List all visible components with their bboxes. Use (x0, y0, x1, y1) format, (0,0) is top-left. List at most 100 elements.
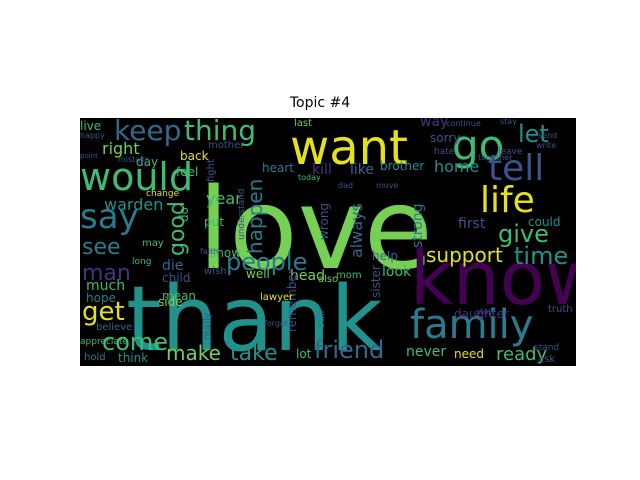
word-mean: mean (162, 289, 196, 303)
word-time: time (514, 242, 568, 270)
word-friend: friend (314, 336, 384, 364)
word-much: much (86, 278, 125, 294)
word-love: love (198, 165, 433, 295)
word-back: back (180, 149, 209, 163)
word-appreciate: appreciate (80, 337, 128, 347)
word-look: look (382, 264, 412, 280)
word-give: give (498, 220, 549, 248)
word-wrong: wrong (317, 203, 331, 240)
word-ask: ask (538, 354, 555, 365)
word-last: last (294, 118, 312, 129)
word-tell: tell (488, 148, 544, 189)
word-lawyer: lawyer (260, 292, 294, 303)
word-year: year (206, 189, 242, 208)
word-warden: warden (104, 195, 163, 214)
word-day: day (136, 155, 158, 169)
word-live: live (80, 119, 101, 133)
word-want: want (290, 120, 408, 176)
word-strong: strong (410, 203, 426, 248)
word-send: send (538, 131, 557, 140)
word-together: together (478, 153, 513, 162)
word-go: go (452, 121, 504, 170)
word-home: home (434, 157, 479, 176)
word-may: may (142, 238, 164, 249)
word-support: support (426, 243, 503, 267)
word-good: good (165, 201, 190, 256)
word-family: family (410, 302, 533, 348)
word-sorry: sorry (430, 131, 460, 145)
word-remember: remember (285, 269, 299, 332)
word-dad: dad (338, 181, 353, 190)
word-today: today (298, 173, 321, 182)
word-hope: hope (86, 291, 116, 305)
word-right: right (102, 139, 140, 158)
word-people: people (226, 248, 307, 276)
word-sister: sister (369, 265, 383, 298)
word-long: long (132, 257, 151, 267)
word-well: well (246, 267, 270, 281)
word-need: need (454, 347, 484, 361)
word-stand: stand (534, 343, 559, 353)
word-thank: thank (126, 267, 383, 366)
word-come: come (102, 328, 168, 356)
word-hate: hate (434, 147, 455, 157)
word-happy: happy (80, 131, 105, 140)
word-feel: feel (176, 165, 198, 179)
word-say: say (80, 197, 139, 237)
word-leave: leave (498, 147, 523, 157)
word-always: always (347, 203, 366, 258)
word-stop: stop (476, 307, 493, 316)
word-do: do (177, 207, 191, 222)
word-also: also (318, 274, 338, 285)
word-forget: forget (264, 319, 288, 328)
word-keep: keep (114, 118, 181, 147)
word-die: die (162, 258, 183, 274)
word-happen: happen (243, 179, 267, 254)
word-never: never (406, 344, 446, 360)
word-mistake: mistake (118, 155, 150, 164)
figure-title: Topic #4 (289, 95, 351, 111)
word-believe: believe (96, 322, 132, 333)
word-put: put (204, 215, 224, 229)
word-continue: continue (446, 119, 481, 128)
word-really: really (202, 312, 213, 340)
word-cloud: love thank know want go family would tell life sa… (80, 118, 576, 366)
word-life: life (480, 180, 535, 221)
word-faith: faith (200, 247, 218, 256)
word-help: help (372, 249, 398, 263)
word-ready: ready (496, 344, 548, 365)
word-think: think (118, 351, 148, 365)
word-get: get (82, 297, 125, 327)
word-fight: fight (206, 159, 217, 182)
word-brother: brother (380, 159, 424, 173)
word-stay: stay (500, 118, 517, 126)
word-make: make (166, 341, 221, 365)
word-wish: wish (204, 266, 227, 277)
word-daughter: daughter (454, 307, 509, 321)
word-change: change (146, 189, 180, 199)
word-lot: lot (296, 347, 312, 361)
word-first: first (458, 216, 486, 232)
word-understand: understand (237, 188, 247, 240)
word-man: man (82, 261, 131, 286)
word-child: child (162, 271, 191, 285)
word-thing: thing (184, 118, 256, 147)
word-would: would (80, 155, 193, 199)
word-mother: mother (208, 140, 245, 151)
word-way: way (420, 118, 448, 130)
word-point: point (80, 152, 98, 160)
word-take: take (230, 341, 278, 366)
word-side: side (158, 295, 183, 309)
word-write: write (536, 141, 556, 150)
word-show: show (210, 246, 241, 260)
word-could: could (528, 215, 561, 229)
word-like: like (350, 162, 374, 178)
word-hold: hold (84, 352, 106, 363)
word-kill: kill (312, 162, 332, 178)
word-heart: heart (262, 161, 294, 175)
word-know: know (410, 236, 576, 322)
word-let: let (518, 120, 549, 148)
word-see: see (82, 235, 121, 260)
